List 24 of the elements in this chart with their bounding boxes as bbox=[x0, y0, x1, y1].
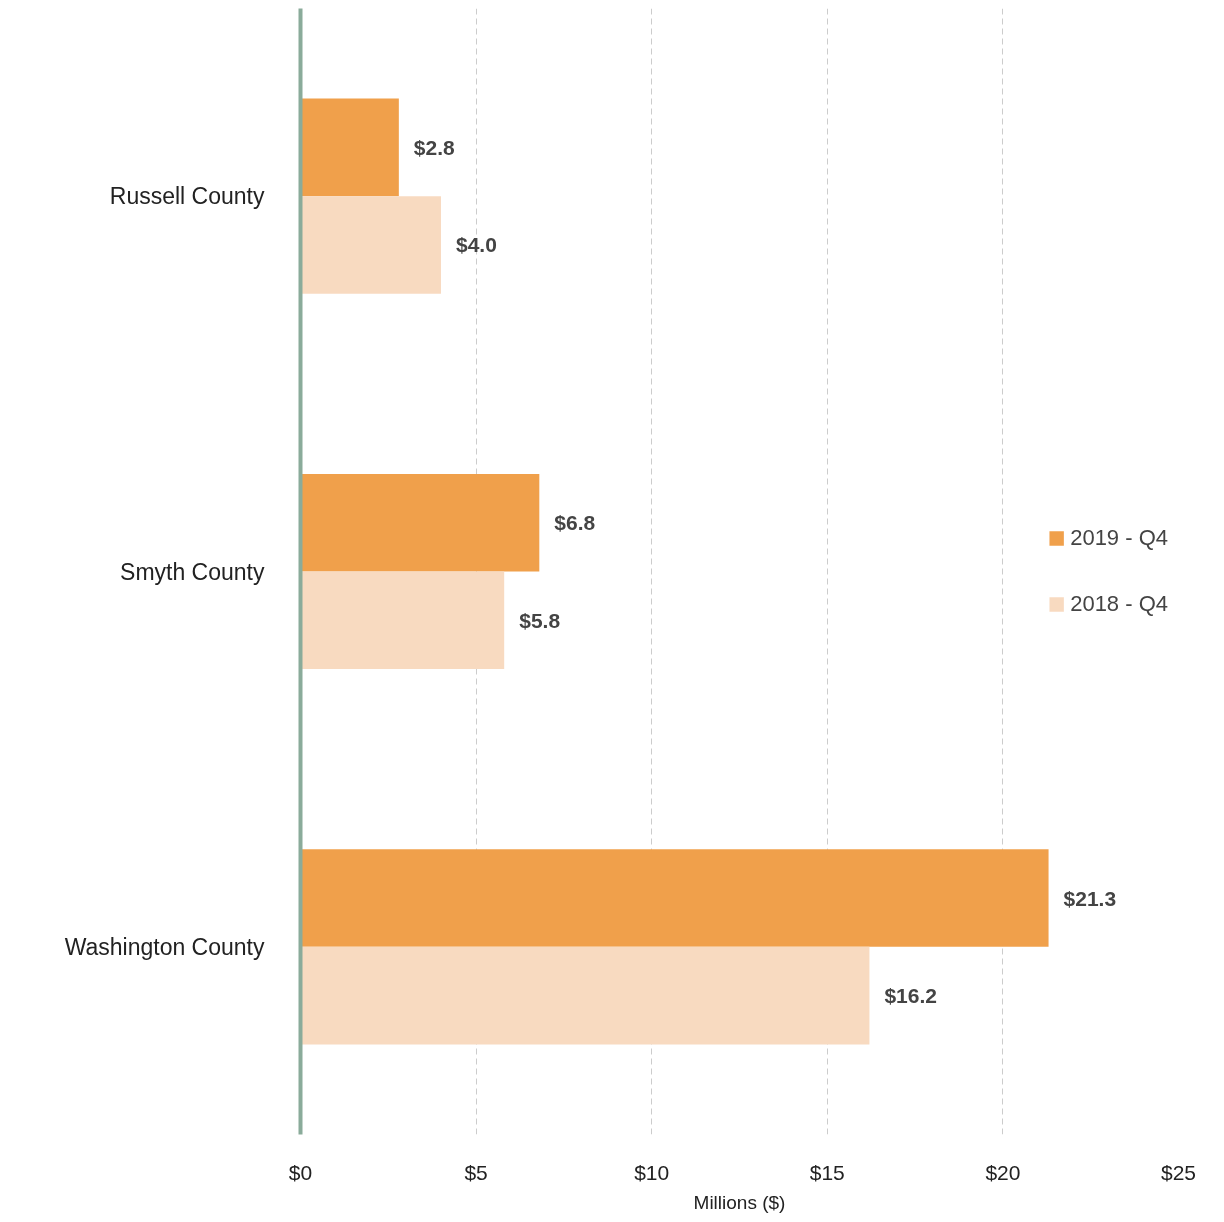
x-tick-label: $15 bbox=[809, 1160, 845, 1184]
data-label: $4.0 bbox=[455, 233, 497, 257]
data-label: $21.3 bbox=[1063, 886, 1117, 910]
x-tick-label: $10 bbox=[634, 1160, 670, 1184]
y-tick-label: Smyth County bbox=[120, 558, 265, 585]
legend-label: 2019 - Q4 bbox=[1070, 525, 1168, 551]
legend-label: 2018 - Q4 bbox=[1070, 591, 1168, 617]
bar bbox=[300, 571, 505, 670]
y-tick-label: Washington County bbox=[64, 933, 265, 960]
data-label: $2.8 bbox=[413, 135, 456, 159]
data-label: $6.8 bbox=[554, 511, 596, 535]
bar bbox=[300, 849, 1049, 947]
bar bbox=[300, 196, 441, 294]
data-label: $5.8 bbox=[519, 608, 561, 632]
x-tick-label: $25 bbox=[1160, 1160, 1197, 1184]
bar bbox=[300, 946, 870, 1045]
data-label: $16.2 bbox=[884, 984, 938, 1008]
x-tick-label: $0 bbox=[288, 1160, 313, 1184]
bar bbox=[300, 473, 540, 572]
x-axis-title: Millions ($) bbox=[693, 1191, 786, 1213]
x-tick-label: $5 bbox=[464, 1160, 488, 1184]
x-tick-label: $20 bbox=[985, 1160, 1021, 1184]
bar bbox=[300, 98, 399, 197]
y-tick-label: Russell County bbox=[109, 183, 265, 210]
